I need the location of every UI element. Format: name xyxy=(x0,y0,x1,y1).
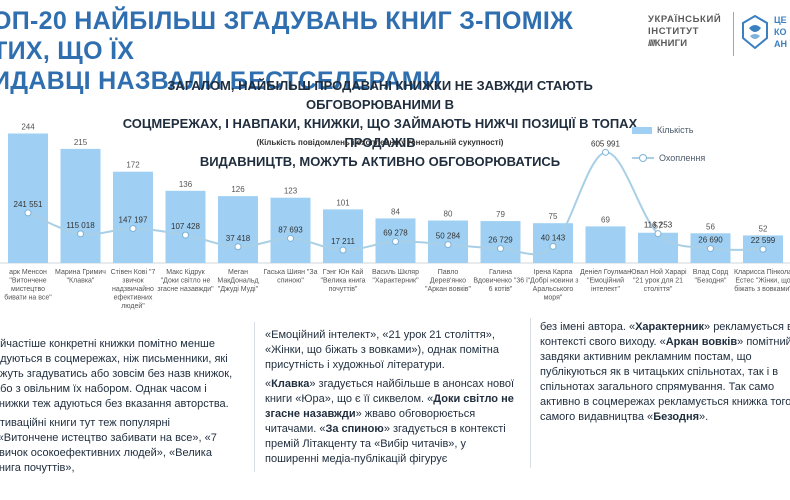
bar-0 xyxy=(8,133,48,263)
text-column-3: без імені автора. «Характерник» рекламує… xyxy=(540,321,790,423)
reach-value-label-6: 17 211 xyxy=(331,237,355,246)
reach-value-label-11: 605 991 xyxy=(591,139,620,148)
reach-value-label-13: 26 690 xyxy=(698,236,723,245)
bar-value-label-2: 172 xyxy=(126,161,140,170)
category-label-7: Василь Шкляр "Характерник" xyxy=(372,269,419,285)
center-emblem-icon xyxy=(742,14,768,50)
legend-label-count: Кількість xyxy=(657,125,694,135)
text-column-2: «Емоційний інтелект», «21 урок 21 століт… xyxy=(265,329,515,465)
reach-point-6 xyxy=(339,246,347,254)
category-label-14: Кларисса Пінкола Естес "Жінки, що біжать з… xyxy=(734,268,790,293)
reach-value-label-2: 147 197 xyxy=(119,216,148,225)
category-label-13: Влад Сорд "Безодня" xyxy=(693,269,728,285)
bar-value-label-4: 126 xyxy=(231,185,245,194)
reach-point-2 xyxy=(129,225,137,233)
reach-point-4 xyxy=(234,243,242,251)
reach-value-label-7: 69 278 xyxy=(383,228,408,237)
category-label-12: Ювал Ной Харарі "21 урок для 21 століття" xyxy=(629,268,687,293)
bar-5 xyxy=(270,197,311,263)
bar-4 xyxy=(218,196,258,263)
reach-point-0 xyxy=(24,209,32,217)
bar-value-label-11: 69 xyxy=(601,215,610,224)
bar-value-label-13: 56 xyxy=(706,222,715,231)
bar-1 xyxy=(60,148,101,263)
reach-value-label-10: 40 143 xyxy=(541,233,566,242)
bar-value-label-5: 123 xyxy=(284,187,298,196)
bar-2 xyxy=(113,171,153,263)
bar-value-label-6: 101 xyxy=(336,198,350,207)
reach-point-13 xyxy=(707,245,714,253)
reach-value-label-8: 50 284 xyxy=(436,232,461,241)
bar-value-label-3: 136 xyxy=(179,180,193,189)
bar-value-label-0: 244 xyxy=(21,122,35,131)
category-label-2: Стівен Кові "7 звичок надзвичайно ефективни… xyxy=(111,268,156,310)
bar-value-label-12: 57 xyxy=(654,222,663,231)
legend-label-reach: Охоплення xyxy=(659,153,706,163)
reach-value-label-9: 26 729 xyxy=(488,236,513,245)
legend-line-marker xyxy=(639,154,647,162)
category-label-6: Гэнг Юн Кай "Велика книга почуттів" xyxy=(321,268,366,293)
category-label-4: Меган МакДональд "Джуді Муді" xyxy=(217,269,258,293)
bar-value-label-10: 75 xyxy=(549,212,558,221)
category-label-3: Макс Кідрук "Доки світло не згасне назавжд… xyxy=(157,268,214,293)
reach-line xyxy=(27,151,764,256)
reach-point-5 xyxy=(287,234,294,242)
bar-value-label-14: 52 xyxy=(759,224,768,233)
logo-divider xyxy=(733,12,734,56)
reach-point-8 xyxy=(444,241,452,249)
chart-note: (Кількість повідомлень і охоплення у ген… xyxy=(256,138,504,147)
reach-value-label-4: 37 418 xyxy=(226,234,251,243)
reach-value-label-3: 107 428 xyxy=(171,222,200,231)
reach-point-3 xyxy=(182,231,189,239)
reach-value-label-0: 241 551 xyxy=(14,200,43,209)
legend-bar-swatch xyxy=(632,127,652,134)
category-label-0: арк Менсон "Витончене мистецтво бивати на в… xyxy=(4,269,52,302)
category-label-8: Павло Дерев'янко "Аркан вовків" xyxy=(425,269,472,293)
reach-value-label-14: 22 599 xyxy=(751,236,776,245)
bar-value-label-8: 80 xyxy=(444,210,453,219)
reach-point-1 xyxy=(77,230,84,238)
bar-value-label-7: 84 xyxy=(391,207,400,216)
text-column-1: айчастіше конкретні книжки помітно менше… xyxy=(0,338,233,474)
page-title: ОП-20 НАЙБІЛЬШ ЗГАДУВАНЬ КНИГ З-ПОМІЖ ТИ… xyxy=(0,7,574,95)
category-label-10: Ірена Карпа "Добрі новини з Аральського мор… xyxy=(528,269,579,302)
reach-value-label-5: 87 693 xyxy=(278,225,303,234)
bar-12 xyxy=(638,232,678,263)
column-divider xyxy=(530,318,531,468)
combo-chart: 244 215 172 136 126 123 101 84 80 79 75 69 57 56 52 241… xyxy=(0,122,790,310)
reach-point-12 xyxy=(654,230,662,238)
partner-logo-text: ЦЕ КО АН xyxy=(774,15,787,49)
uik-logo: УКРАЇНСЬКИЙ ІНСТИТУТ ////КНИГИ xyxy=(648,14,722,49)
bar-value-label-1: 215 xyxy=(74,138,88,147)
reach-point-14 xyxy=(759,245,767,253)
reach-point-10 xyxy=(549,242,557,250)
reach-point-7 xyxy=(392,237,399,245)
reach-point-11 xyxy=(602,148,609,156)
chart-subtitle: ЗАГАЛОМ, НАЙБІЛЬШ ПРОДАВАНІ КНИЖКИ НЕ ЗА… xyxy=(122,78,638,169)
bar-9 xyxy=(480,221,521,263)
reach-value-label-1: 115 018 xyxy=(66,221,95,230)
bar-6 xyxy=(323,209,363,263)
column-divider xyxy=(254,322,255,472)
header: ОП-20 НАЙБІЛЬШ ЗГАДУВАНЬ КНИГ З-ПОМІЖ ТИ… xyxy=(0,0,790,95)
reach-point-9 xyxy=(497,245,504,253)
category-label-1: Марина Гримич "Клавка" xyxy=(55,269,106,285)
bar-11 xyxy=(585,226,626,263)
reach-value-label-12: 116 253 xyxy=(644,221,673,230)
bar-value-label-9: 79 xyxy=(496,210,505,219)
category-label-5: Гаська Шиян "За спиною" xyxy=(263,269,317,285)
category-label-11: Деніел Гоулман "Емоційний інтелект" xyxy=(580,268,631,293)
bar-3 xyxy=(165,190,206,263)
